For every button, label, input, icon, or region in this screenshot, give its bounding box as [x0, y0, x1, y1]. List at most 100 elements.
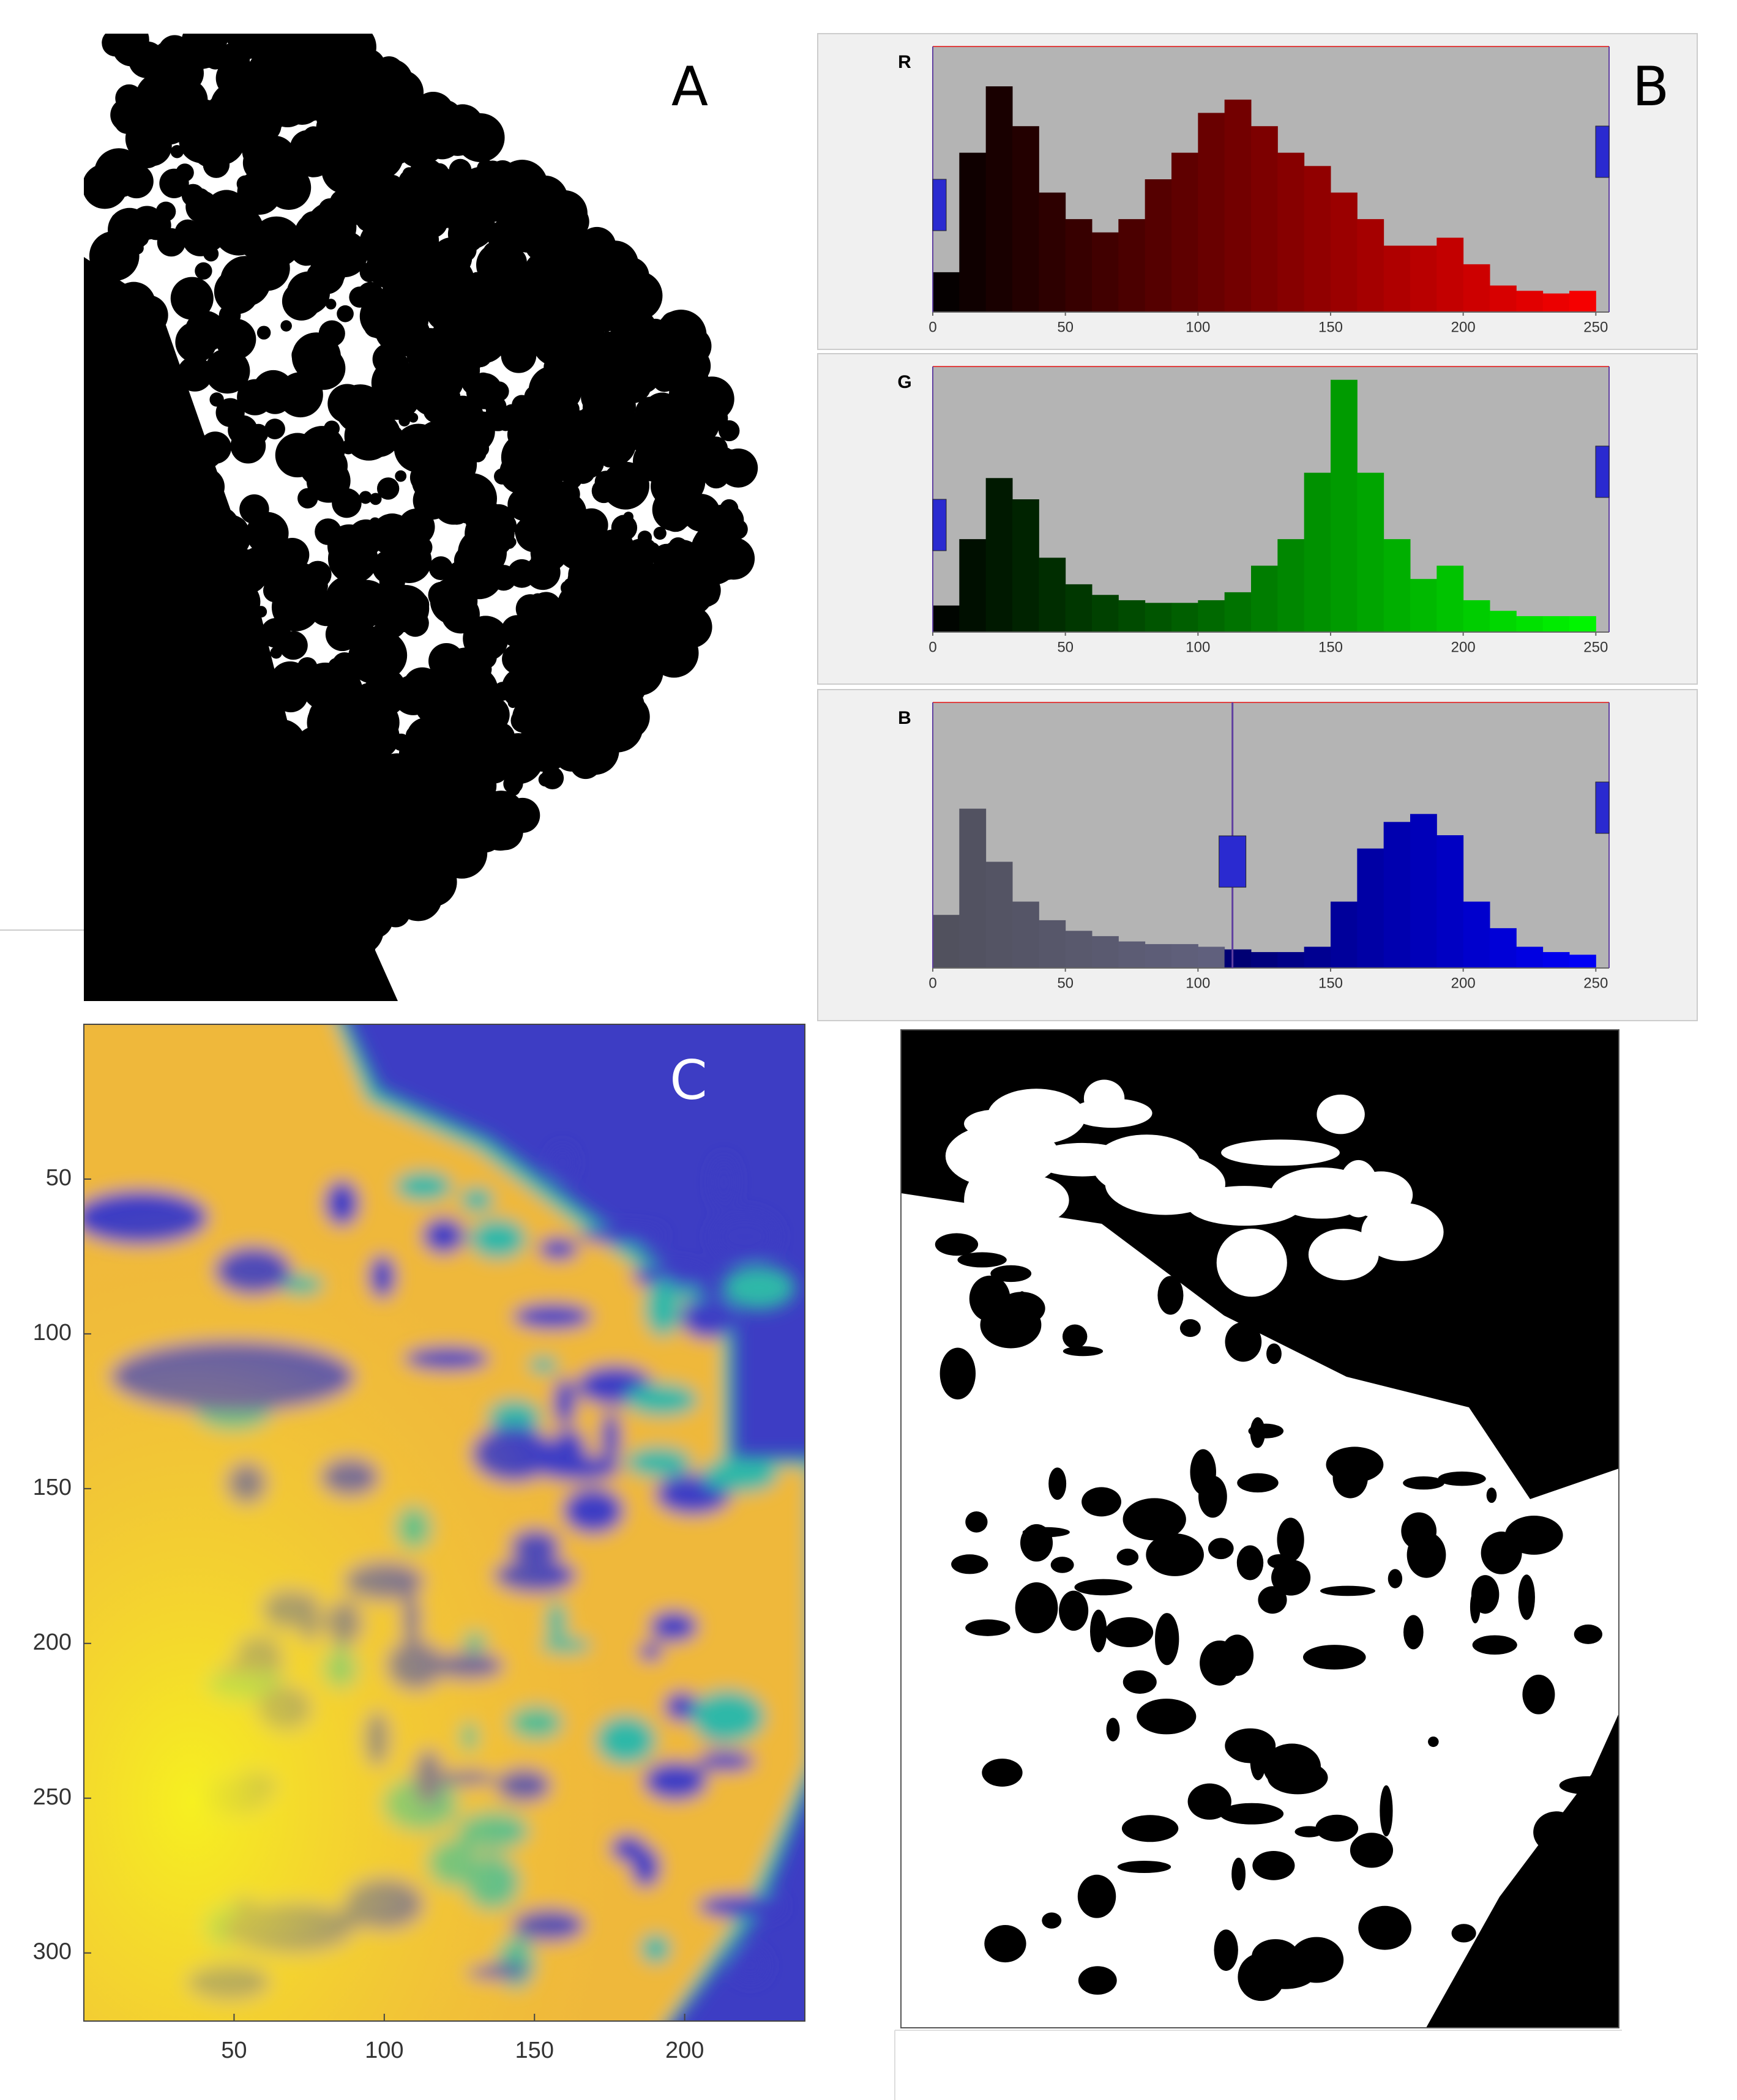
x-tick-label: 100	[1186, 639, 1210, 655]
foliage	[307, 264, 327, 285]
region	[1308, 1229, 1379, 1281]
region	[1221, 1139, 1340, 1166]
foliage	[204, 348, 250, 394]
foliage	[379, 568, 405, 595]
region	[1015, 1582, 1058, 1634]
histogram-bar	[1516, 616, 1544, 632]
region	[1471, 1575, 1500, 1614]
foliage	[318, 198, 342, 222]
foliage	[332, 488, 362, 518]
region	[1277, 1517, 1304, 1562]
histogram-bar	[1118, 941, 1146, 968]
foliage	[280, 639, 295, 653]
foliage	[369, 493, 382, 505]
foliage	[402, 261, 446, 305]
foliage	[555, 328, 605, 378]
histogram-bar	[959, 539, 987, 632]
x-tick-label: 200	[1451, 975, 1476, 991]
foliage	[599, 256, 635, 291]
foliage	[463, 616, 509, 661]
foliage	[482, 285, 523, 325]
foliage	[548, 376, 581, 410]
region	[1042, 1912, 1062, 1929]
foliage	[674, 425, 695, 445]
histogram-bar	[1490, 611, 1517, 632]
foliage	[406, 328, 455, 376]
foliage	[652, 368, 676, 392]
foliage	[581, 651, 610, 680]
histogram-bar	[1224, 949, 1252, 968]
histogram-bar	[1516, 291, 1544, 312]
foliage	[591, 478, 616, 504]
foliage	[282, 281, 321, 321]
histogram-bar	[1145, 944, 1172, 968]
region	[1271, 1167, 1373, 1219]
panel-label: B	[1632, 55, 1669, 118]
foliage	[486, 813, 523, 851]
foliage	[318, 67, 328, 77]
histogram-bar	[1436, 565, 1464, 632]
foliage	[468, 342, 493, 368]
region	[1252, 1850, 1295, 1880]
histogram-bar	[1039, 557, 1066, 632]
histogram-bar	[1383, 539, 1411, 632]
region	[1401, 1512, 1437, 1550]
foliage	[195, 262, 212, 280]
region	[1250, 1417, 1266, 1448]
foliage	[189, 99, 222, 133]
foliage	[455, 113, 505, 162]
histogram-bar	[933, 605, 960, 632]
foliage	[653, 526, 667, 540]
binary-image	[901, 1030, 1619, 2028]
foliage	[270, 646, 283, 659]
region	[990, 1265, 1032, 1283]
histogram-bar	[1410, 579, 1437, 632]
foliage	[430, 163, 449, 182]
region	[1527, 1867, 1577, 1921]
region	[1255, 1961, 1315, 1989]
foliage	[403, 667, 442, 707]
histogram-bar	[1039, 192, 1066, 312]
foliage	[374, 804, 388, 817]
foliage	[280, 320, 292, 332]
region	[1388, 1569, 1403, 1588]
region	[1448, 1344, 1507, 1390]
region	[1522, 1674, 1555, 1715]
foliage	[564, 692, 614, 743]
foliage	[477, 159, 495, 177]
foliage	[295, 140, 323, 168]
slider	[932, 179, 947, 231]
x-tick-label: 200	[1451, 319, 1476, 335]
histogram-bar	[1171, 944, 1198, 968]
foliage	[592, 598, 617, 622]
region	[1271, 1559, 1311, 1596]
foliage	[215, 398, 245, 427]
foliage	[323, 62, 342, 82]
foliage	[430, 300, 452, 322]
foliage	[711, 450, 722, 460]
foliage	[712, 537, 755, 580]
histogram-bar	[1277, 951, 1305, 968]
foliage	[502, 404, 521, 422]
x-tick-label: 50	[1057, 319, 1074, 335]
histogram-bar	[1331, 901, 1358, 968]
foliage	[243, 547, 271, 574]
foliage	[346, 173, 374, 201]
region	[1219, 1803, 1284, 1825]
foliage	[273, 562, 324, 614]
histogram-bar	[1198, 947, 1225, 968]
histogram-bar	[1012, 499, 1039, 632]
heatmap: 50 100 150 200 50 100 150 200 250 300	[33, 1024, 805, 2063]
region	[1263, 1743, 1321, 1790]
slider	[932, 499, 947, 551]
foliage	[673, 327, 712, 365]
foliage	[152, 41, 185, 73]
histogram-bar	[1463, 901, 1490, 968]
foliage	[446, 295, 489, 338]
foliage	[438, 564, 452, 578]
foliage	[271, 184, 290, 204]
foliage	[489, 315, 528, 354]
foliage	[503, 773, 523, 794]
foliage	[544, 357, 562, 376]
